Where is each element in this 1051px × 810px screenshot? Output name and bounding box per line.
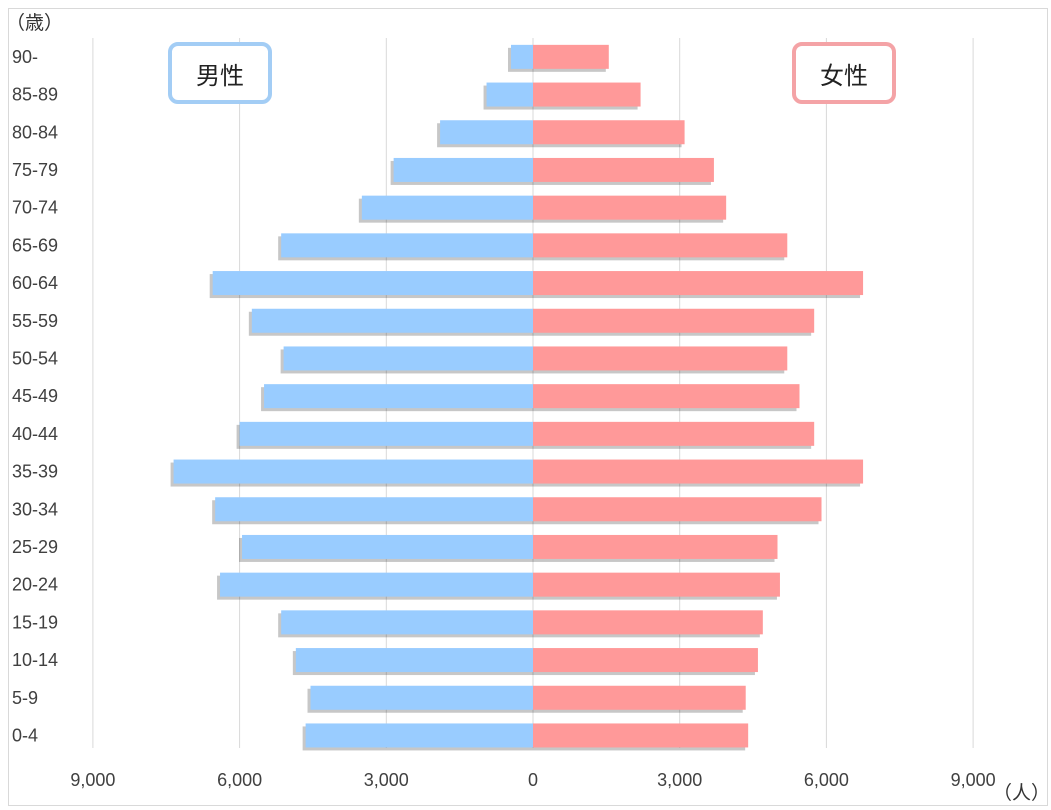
- x-tick-label: 3,000: [364, 770, 409, 790]
- male-bar: [212, 271, 533, 296]
- x-axis-tick-labels: 9,000 6,000 3,000 0 3,000 6,000 9,000: [70, 770, 995, 790]
- female-bar: [533, 157, 714, 182]
- female-bar: [533, 610, 763, 635]
- x-tick-label: 9,000: [70, 770, 115, 790]
- male-bar: [281, 233, 533, 258]
- x-axis-unit-label: （人）: [993, 782, 1051, 804]
- y-tick-label: 40-44: [12, 424, 58, 444]
- y-tick-label: 65-69: [12, 235, 58, 255]
- male-bar: [251, 308, 533, 333]
- y-tick-label: 55-59: [12, 311, 58, 331]
- female-bar: [533, 195, 727, 220]
- y-tick-label: 85-89: [12, 85, 58, 105]
- female-bar: [533, 44, 609, 69]
- female-bar: [533, 685, 746, 710]
- x-tick-label: 9,000: [951, 770, 996, 790]
- legend-female: 女性: [792, 42, 896, 104]
- y-tick-label: 90-: [12, 47, 38, 67]
- male-bar: [361, 195, 533, 220]
- male-bar: [440, 120, 533, 145]
- male-bar: [393, 157, 533, 182]
- female-bar: [533, 308, 815, 333]
- female-bar: [533, 572, 780, 597]
- female-bar: [533, 271, 864, 296]
- male-bar: [264, 384, 533, 409]
- y-tick-label: 10-14: [12, 650, 58, 670]
- female-bar: [533, 534, 778, 559]
- male-bar: [239, 421, 533, 446]
- bars: [170, 44, 864, 751]
- chart-frame: [8, 8, 1048, 806]
- male-bar: [220, 572, 534, 597]
- y-axis-unit-label: （歳）: [6, 12, 64, 34]
- y-tick-label: 45-49: [12, 386, 58, 406]
- female-bar: [533, 497, 822, 522]
- male-bar: [305, 723, 533, 748]
- male-bar: [295, 648, 533, 673]
- male-bar: [486, 82, 533, 107]
- x-tick-label: 6,000: [804, 770, 849, 790]
- male-bar: [281, 610, 533, 635]
- y-tick-label: 20-24: [12, 575, 58, 595]
- male-bar: [242, 534, 534, 559]
- female-bar: [533, 421, 815, 446]
- female-bar: [533, 120, 685, 145]
- female-bar: [533, 384, 800, 409]
- female-bar: [533, 346, 788, 371]
- y-tick-label: 75-79: [12, 160, 58, 180]
- y-tick-label: 0-4: [12, 725, 38, 745]
- female-bar: [533, 233, 788, 258]
- male-bar: [510, 44, 533, 69]
- female-bar: [533, 723, 749, 748]
- x-tick-label: 0: [528, 770, 538, 790]
- male-bar: [310, 685, 533, 710]
- y-axis-tick-labels: 90- 85-89 80-84 75-79 70-74 65-69 60-64 55-59 50…: [12, 47, 58, 746]
- y-tick-label: 50-54: [12, 348, 58, 368]
- y-tick-label: 70-74: [12, 198, 58, 218]
- female-bar: [533, 82, 641, 107]
- female-bar: [533, 459, 864, 484]
- female-bar: [533, 648, 758, 673]
- legend-male: 男性: [168, 42, 272, 104]
- y-tick-label: 15-19: [12, 612, 58, 632]
- y-tick-label: 25-29: [12, 537, 58, 557]
- male-bar: [215, 497, 533, 522]
- y-tick-label: 80-84: [12, 122, 58, 142]
- y-tick-label: 35-39: [12, 462, 58, 482]
- x-tick-label: 6,000: [217, 770, 262, 790]
- male-bar: [283, 346, 533, 371]
- y-tick-label: 5-9: [12, 688, 38, 708]
- male-bar: [173, 459, 533, 484]
- y-tick-label: 60-64: [12, 273, 58, 293]
- x-tick-label: 3,000: [657, 770, 702, 790]
- y-tick-label: 30-34: [12, 499, 58, 519]
